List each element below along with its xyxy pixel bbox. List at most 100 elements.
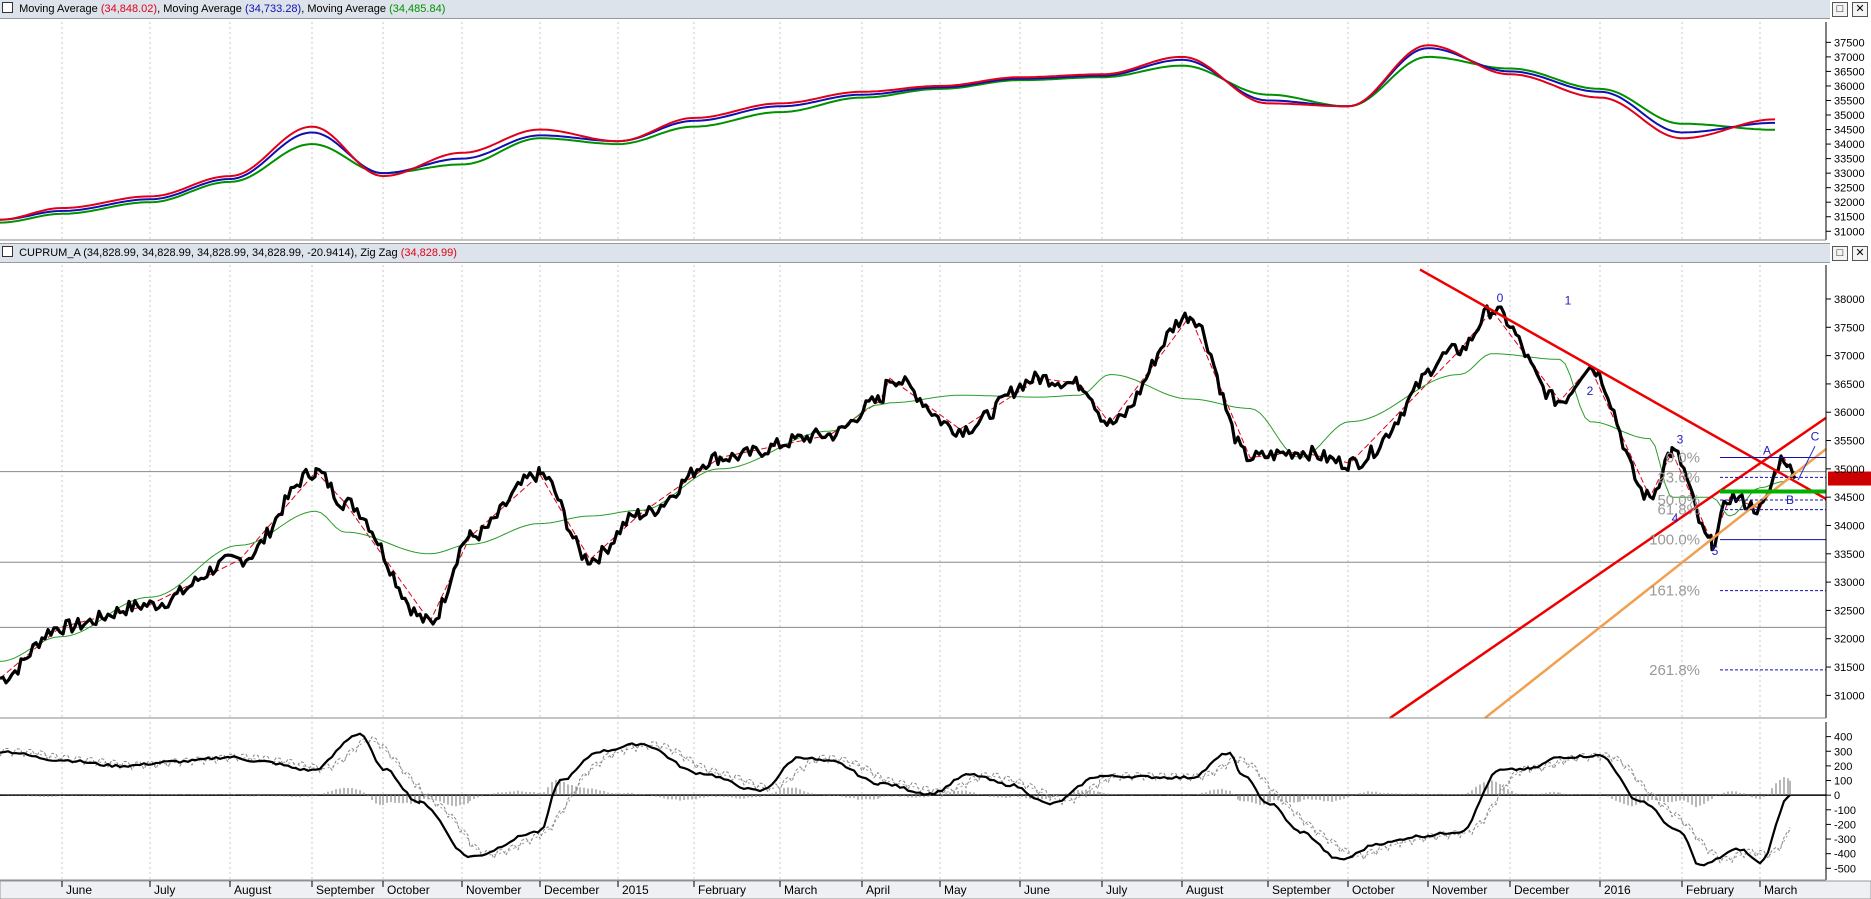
x-tick-label: June	[1024, 883, 1050, 897]
price-ma-line	[0, 353, 1796, 662]
ma-title-2: Moving Average	[163, 3, 242, 15]
y-tick-label: 37000	[1834, 52, 1865, 64]
y-tick-label: 31000	[1834, 226, 1865, 238]
ma-line-blue	[0, 47, 1775, 221]
x-tick-label: October	[387, 883, 430, 897]
fib-label: 50.0%	[1657, 492, 1700, 509]
downtrend-line	[1419, 268, 1827, 500]
ma-restore-button[interactable]: □	[1832, 2, 1848, 17]
price-panel-checkbox[interactable]	[2, 246, 13, 257]
x-tick-label: 2016	[1604, 883, 1631, 897]
x-tick-label: September	[316, 883, 375, 897]
y-tick-label: -200	[1834, 819, 1856, 831]
wave-label: C	[1811, 430, 1820, 444]
price-restore-button[interactable]: □	[1832, 246, 1848, 261]
price-line	[0, 304, 1797, 685]
price-ohlc: (34,828.99, 34,828.99, 34,828.99, 34,828…	[83, 247, 358, 259]
y-tick-label: 32500	[1834, 183, 1865, 195]
wave-label: B	[1786, 493, 1794, 507]
uptrend-line	[1389, 416, 1827, 720]
wave-label: 3	[1677, 432, 1684, 446]
oscillator-line	[0, 732, 1791, 867]
x-tick-label: July	[1106, 883, 1127, 897]
ma-title-3: Moving Average	[307, 3, 387, 15]
y-tick-label: 32000	[1834, 197, 1865, 209]
fib-label: 100.0%	[1649, 532, 1700, 549]
price-panel-title: CUPRUM_A (34,828.99, 34,828.99, 34,828.9…	[0, 243, 1830, 263]
x-tick-label: November	[466, 883, 521, 897]
x-tick-label: March	[784, 883, 817, 897]
y-tick-label: 33500	[1834, 154, 1865, 166]
ma-val-2: (34,733.28)	[244, 3, 302, 15]
signal-band-upper	[0, 736, 1790, 864]
x-tick-label: August	[234, 883, 272, 897]
fib-label: 261.8%	[1649, 662, 1700, 679]
parallel-line	[1484, 448, 1827, 719]
price-symbol: CUPRUM_A	[19, 247, 81, 259]
y-tick-label: 35500	[1834, 95, 1865, 107]
x-tick-label: July	[154, 883, 175, 897]
zigzag-line	[0, 309, 1796, 679]
x-tick-label: October	[1352, 883, 1395, 897]
y-tick-label: 33000	[1834, 577, 1865, 589]
y-tick-label: 36500	[1834, 66, 1865, 78]
y-tick-label: 37500	[1834, 322, 1865, 334]
x-tick-label: August	[1186, 883, 1224, 897]
y-tick-label: 35500	[1834, 436, 1865, 448]
y-tick-label: 100	[1834, 776, 1852, 788]
last-price-tag	[1828, 471, 1871, 486]
fib-label: 61.8%	[1657, 502, 1700, 519]
y-tick-label: 31500	[1834, 212, 1865, 224]
ma-close-button[interactable]: ✕	[1852, 2, 1868, 17]
x-tick-label: September	[1272, 883, 1331, 897]
y-tick-label: 37500	[1834, 37, 1865, 49]
wave-label: 2	[1587, 384, 1594, 398]
wave-label: 1	[1565, 294, 1572, 308]
wave-label: 0	[1497, 291, 1504, 305]
ma-val-3: (34,485.84)	[389, 3, 446, 15]
zigzag-value: (34,828.99)	[400, 247, 457, 259]
y-tick-label: -100	[1834, 805, 1856, 817]
y-tick-label: -500	[1834, 863, 1856, 875]
x-tick-label: March	[1764, 883, 1797, 897]
signal-line	[0, 740, 1791, 861]
ma-val-1: (34,848.02)	[100, 3, 158, 15]
y-tick-label: 34500	[1834, 125, 1865, 137]
y-tick-label: 32500	[1834, 605, 1865, 617]
ma-panel-title: Moving Average (34,848.02), Moving Avera…	[0, 0, 1830, 19]
x-tick-label: April	[866, 883, 890, 897]
x-tick-label: June	[66, 883, 92, 897]
wave-c-arrow	[1797, 445, 1816, 481]
y-tick-label: 31500	[1834, 662, 1865, 674]
y-tick-label: 35000	[1834, 110, 1865, 122]
fib-label: 161.8%	[1649, 583, 1700, 600]
wave-label: A	[1763, 444, 1771, 458]
x-tick-label: February	[698, 883, 746, 897]
fib-label: 23.6%	[1657, 469, 1700, 486]
x-tick-label: December	[544, 883, 599, 897]
y-tick-label: 33500	[1834, 549, 1865, 561]
y-tick-label: 31000	[1834, 690, 1865, 702]
ma-title-1: Moving Average	[19, 3, 98, 15]
ma-panel-checkbox[interactable]	[2, 2, 13, 13]
x-tick-label: 2015	[622, 883, 649, 897]
y-tick-label: 34000	[1834, 520, 1865, 532]
y-tick-label: 0	[1834, 790, 1840, 802]
y-tick-label: 33000	[1834, 168, 1865, 180]
x-tick-label: February	[1686, 883, 1734, 897]
y-tick-label: 36000	[1834, 407, 1865, 419]
y-tick-label: 35000	[1834, 464, 1865, 476]
ma-line-red	[0, 44, 1775, 221]
wave-label: 5	[1712, 544, 1719, 558]
y-tick-label: -400	[1834, 849, 1856, 861]
x-axis-band	[0, 880, 1871, 899]
y-tick-label: -300	[1834, 834, 1856, 846]
zigzag-label: Zig Zag	[360, 247, 398, 259]
x-tick-label: December	[1514, 883, 1569, 897]
y-tick-label: 36000	[1834, 81, 1865, 93]
y-tick-label: 36500	[1834, 379, 1865, 391]
y-tick-label: 400	[1834, 732, 1852, 744]
price-close-button[interactable]: ✕	[1852, 246, 1868, 261]
x-tick-label: November	[1432, 883, 1487, 897]
